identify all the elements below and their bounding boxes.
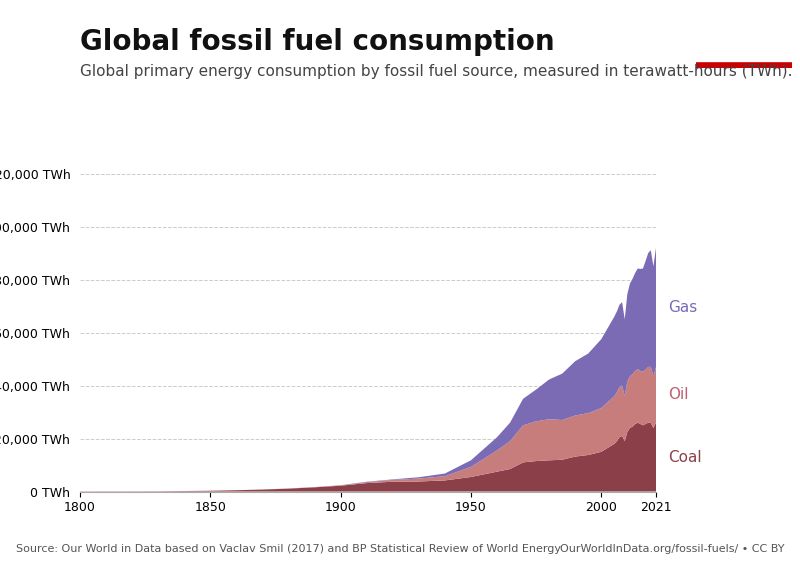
Bar [696,63,792,68]
Text: OurWorldInData.org/fossil-fuels/ • CC BY: OurWorldInData.org/fossil-fuels/ • CC BY [559,544,784,554]
Text: Our World: Our World [716,26,772,36]
Text: Global fossil fuel consumption: Global fossil fuel consumption [80,28,554,56]
Text: Source: Our World in Data based on Vaclav Smil (2017) and BP Statistical Review : Source: Our World in Data based on Vacla… [16,544,561,554]
Text: Gas: Gas [668,300,698,315]
Text: in Data: in Data [724,46,764,56]
Text: Global primary energy consumption by fossil fuel source, measured in terawatt-ho: Global primary energy consumption by fos… [80,64,793,79]
Text: Coal: Coal [668,450,702,464]
Text: Oil: Oil [668,388,689,402]
